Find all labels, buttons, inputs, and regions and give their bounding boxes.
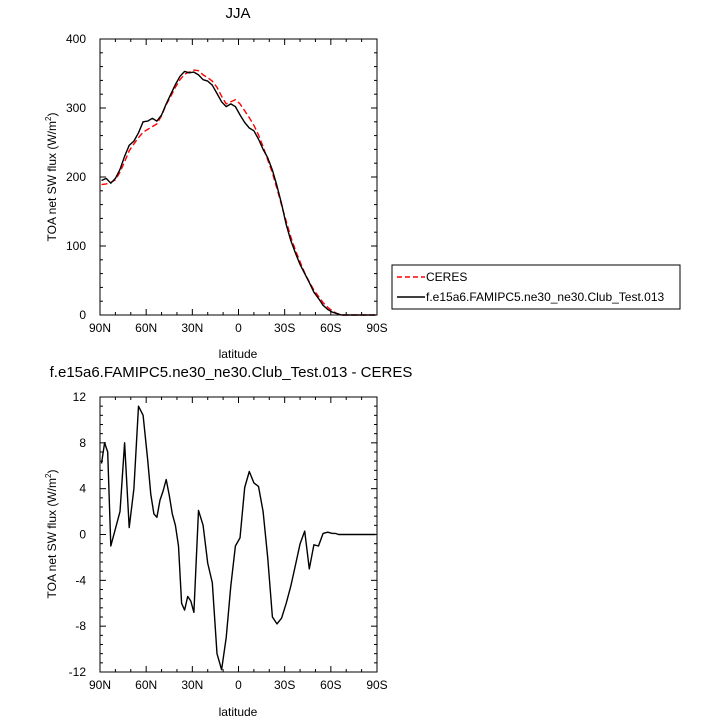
top-axes-ticks: 90N 60N 30N 0 30S 60S 90S 0 100 200 300 400 (66, 32, 388, 335)
top-series-line-1 (101, 70, 376, 316)
bottom-y-tick-label: 0 (79, 528, 86, 542)
bottom-x-axis-label: latitude (219, 705, 258, 719)
top-series-line-0 (101, 69, 376, 316)
bottom-y-tick-label: 4 (79, 482, 86, 496)
top-series-lines (101, 69, 376, 316)
bottom-y-axis-label-main: TOA net SW flux (W/m (45, 478, 59, 598)
top-x-tick-label: 90N (89, 321, 111, 335)
bottom-y-tick-label: -12 (69, 665, 87, 679)
top-y-axis-label-superscript: 2 (44, 116, 53, 121)
bottom-y-tick-label: -8 (75, 619, 86, 633)
bottom-y-tick-label: -4 (75, 573, 86, 587)
top-plot-frame (99, 38, 378, 316)
top-x-tick-label: 60N (135, 321, 157, 335)
bottom-y-axis-label-close: ) (45, 470, 59, 474)
bottom-plot-frame (99, 396, 378, 673)
legend-box (391, 264, 681, 310)
top-chart-title: JJA (225, 5, 250, 22)
bottom-x-tick-label: 90S (366, 678, 387, 692)
legend: CERES f.e15a6.FAMIPC5.ne30_ne30.Club_Tes… (391, 264, 681, 310)
bottom-x-tick-label: 30N (181, 678, 203, 692)
top-x-tick-label: 30S (274, 321, 295, 335)
top-y-tick-label: 400 (66, 32, 86, 46)
top-y-axis-label: TOA net SW flux (W/m2) (44, 113, 59, 242)
bottom-x-tick-label: 60S (320, 678, 341, 692)
top-x-tick-label: 90S (366, 321, 387, 335)
legend-label-model: f.e15a6.FAMIPC5.ne30_ne30.Club_Test.013 (426, 290, 664, 304)
bottom-y-tick-label: 8 (79, 436, 86, 450)
bottom-axes-ticks: 90N 60N 30N 0 30S 60S 90S -12 -8 -4 0 4 8 12 (69, 390, 388, 692)
top-y-axis-label-close: ) (45, 113, 59, 117)
top-x-tick-label: 0 (235, 321, 242, 335)
bottom-series-line-0 (100, 405, 376, 671)
bottom-x-tick-label: 90N (89, 678, 111, 692)
top-y-axis-label-main: TOA net SW flux (W/m (45, 121, 59, 241)
top-panel: JJA 90N 60N 30N 0 30S 60S 90S 0 100 200 300 400 lat… (44, 5, 681, 361)
top-x-axis-label: latitude (219, 347, 258, 361)
top-y-tick-label: 200 (66, 170, 86, 184)
top-y-tick-label: 300 (66, 101, 86, 115)
bottom-series-lines (100, 405, 376, 671)
top-y-tick-label: 0 (79, 308, 86, 322)
bottom-x-tick-label: 60N (135, 678, 157, 692)
bottom-x-tick-label: 0 (235, 678, 242, 692)
bottom-panel: f.e15a6.FAMIPC5.ne30_ne30.Club_Test.013 … (44, 364, 412, 719)
top-x-tick-label: 60S (320, 321, 341, 335)
bottom-x-tick-label: 30S (274, 678, 295, 692)
legend-label-ceres: CERES (426, 270, 467, 284)
bottom-y-axis-label: TOA net SW flux (W/m2) (44, 470, 59, 599)
top-y-tick-label: 100 (66, 239, 86, 253)
bottom-y-axis-label-superscript: 2 (44, 473, 53, 478)
top-x-tick-label: 30N (181, 321, 203, 335)
bottom-chart-title: f.e15a6.FAMIPC5.ne30_ne30.Club_Test.013 … (50, 364, 413, 381)
bottom-y-tick-label: 12 (73, 390, 87, 404)
